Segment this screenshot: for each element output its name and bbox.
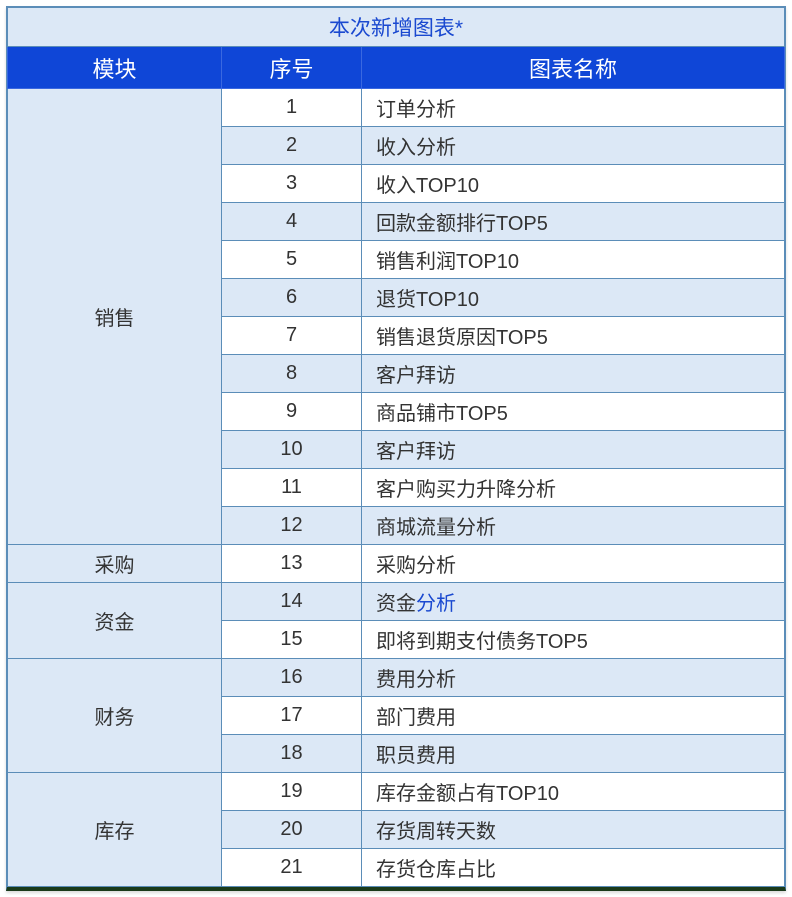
name-cell: 客户拜访 [362, 431, 785, 469]
name-cell: 部门费用 [362, 697, 785, 735]
seq-cell: 16 [222, 659, 362, 697]
name-cell: 商城流量分析 [362, 507, 785, 545]
module-cell: 销售 [8, 89, 222, 545]
seq-cell: 11 [222, 469, 362, 507]
seq-cell: 7 [222, 317, 362, 355]
name-cell: 资金分析 [362, 583, 785, 621]
seq-cell: 20 [222, 811, 362, 849]
name-cell: 采购分析 [362, 545, 785, 583]
name-cell: 客户购买力升降分析 [362, 469, 785, 507]
seq-cell: 5 [222, 241, 362, 279]
name-cell: 存货周转天数 [362, 811, 785, 849]
seq-cell: 13 [222, 545, 362, 583]
name-cell: 库存金额占有TOP10 [362, 773, 785, 811]
name-cell: 存货仓库占比 [362, 849, 785, 887]
name-text: 资金 [376, 593, 416, 615]
seq-cell: 17 [222, 697, 362, 735]
seq-cell: 2 [222, 127, 362, 165]
module-cell: 财务 [8, 659, 222, 773]
name-cell: 商品铺市TOP5 [362, 393, 785, 431]
module-cell: 库存 [8, 773, 222, 887]
seq-cell: 12 [222, 507, 362, 545]
table-title: 本次新增图表* [8, 8, 785, 47]
seq-cell: 6 [222, 279, 362, 317]
seq-cell: 8 [222, 355, 362, 393]
name-cell: 即将到期支付债务TOP5 [362, 621, 785, 659]
table-title-row: 本次新增图表* [8, 8, 785, 47]
seq-cell: 19 [222, 773, 362, 811]
table-row: 销售1订单分析 [8, 89, 785, 127]
table-row: 采购13采购分析 [8, 545, 785, 583]
seq-cell: 21 [222, 849, 362, 887]
name-cell: 销售退货原因TOP5 [362, 317, 785, 355]
name-cell: 销售利润TOP10 [362, 241, 785, 279]
seq-cell: 14 [222, 583, 362, 621]
charts-table-container: 本次新增图表*模块序号图表名称销售1订单分析2收入分析3收入TOP104回款金额… [6, 6, 786, 891]
table-row: 财务16费用分析 [8, 659, 785, 697]
module-cell: 资金 [8, 583, 222, 659]
seq-cell: 4 [222, 203, 362, 241]
table-row: 资金 14资金分析 [8, 583, 785, 621]
name-link-part[interactable]: 分析 [416, 593, 456, 615]
column-header-name: 图表名称 [362, 47, 785, 89]
seq-cell: 10 [222, 431, 362, 469]
name-cell: 回款金额排行TOP5 [362, 203, 785, 241]
column-header-module: 模块 [8, 47, 222, 89]
table-row: 库存19库存金额占有TOP10 [8, 773, 785, 811]
seq-cell: 18 [222, 735, 362, 773]
name-cell: 收入TOP10 [362, 165, 785, 203]
name-cell: 收入分析 [362, 127, 785, 165]
name-cell: 退货TOP10 [362, 279, 785, 317]
name-cell: 费用分析 [362, 659, 785, 697]
column-header-seq: 序号 [222, 47, 362, 89]
name-cell: 订单分析 [362, 89, 785, 127]
seq-cell: 15 [222, 621, 362, 659]
table-header-row: 模块序号图表名称 [8, 47, 785, 89]
seq-cell: 1 [222, 89, 362, 127]
name-cell: 职员费用 [362, 735, 785, 773]
charts-table: 本次新增图表*模块序号图表名称销售1订单分析2收入分析3收入TOP104回款金额… [7, 7, 785, 887]
seq-cell: 9 [222, 393, 362, 431]
seq-cell: 3 [222, 165, 362, 203]
name-cell: 客户拜访 [362, 355, 785, 393]
module-cell: 采购 [8, 545, 222, 583]
